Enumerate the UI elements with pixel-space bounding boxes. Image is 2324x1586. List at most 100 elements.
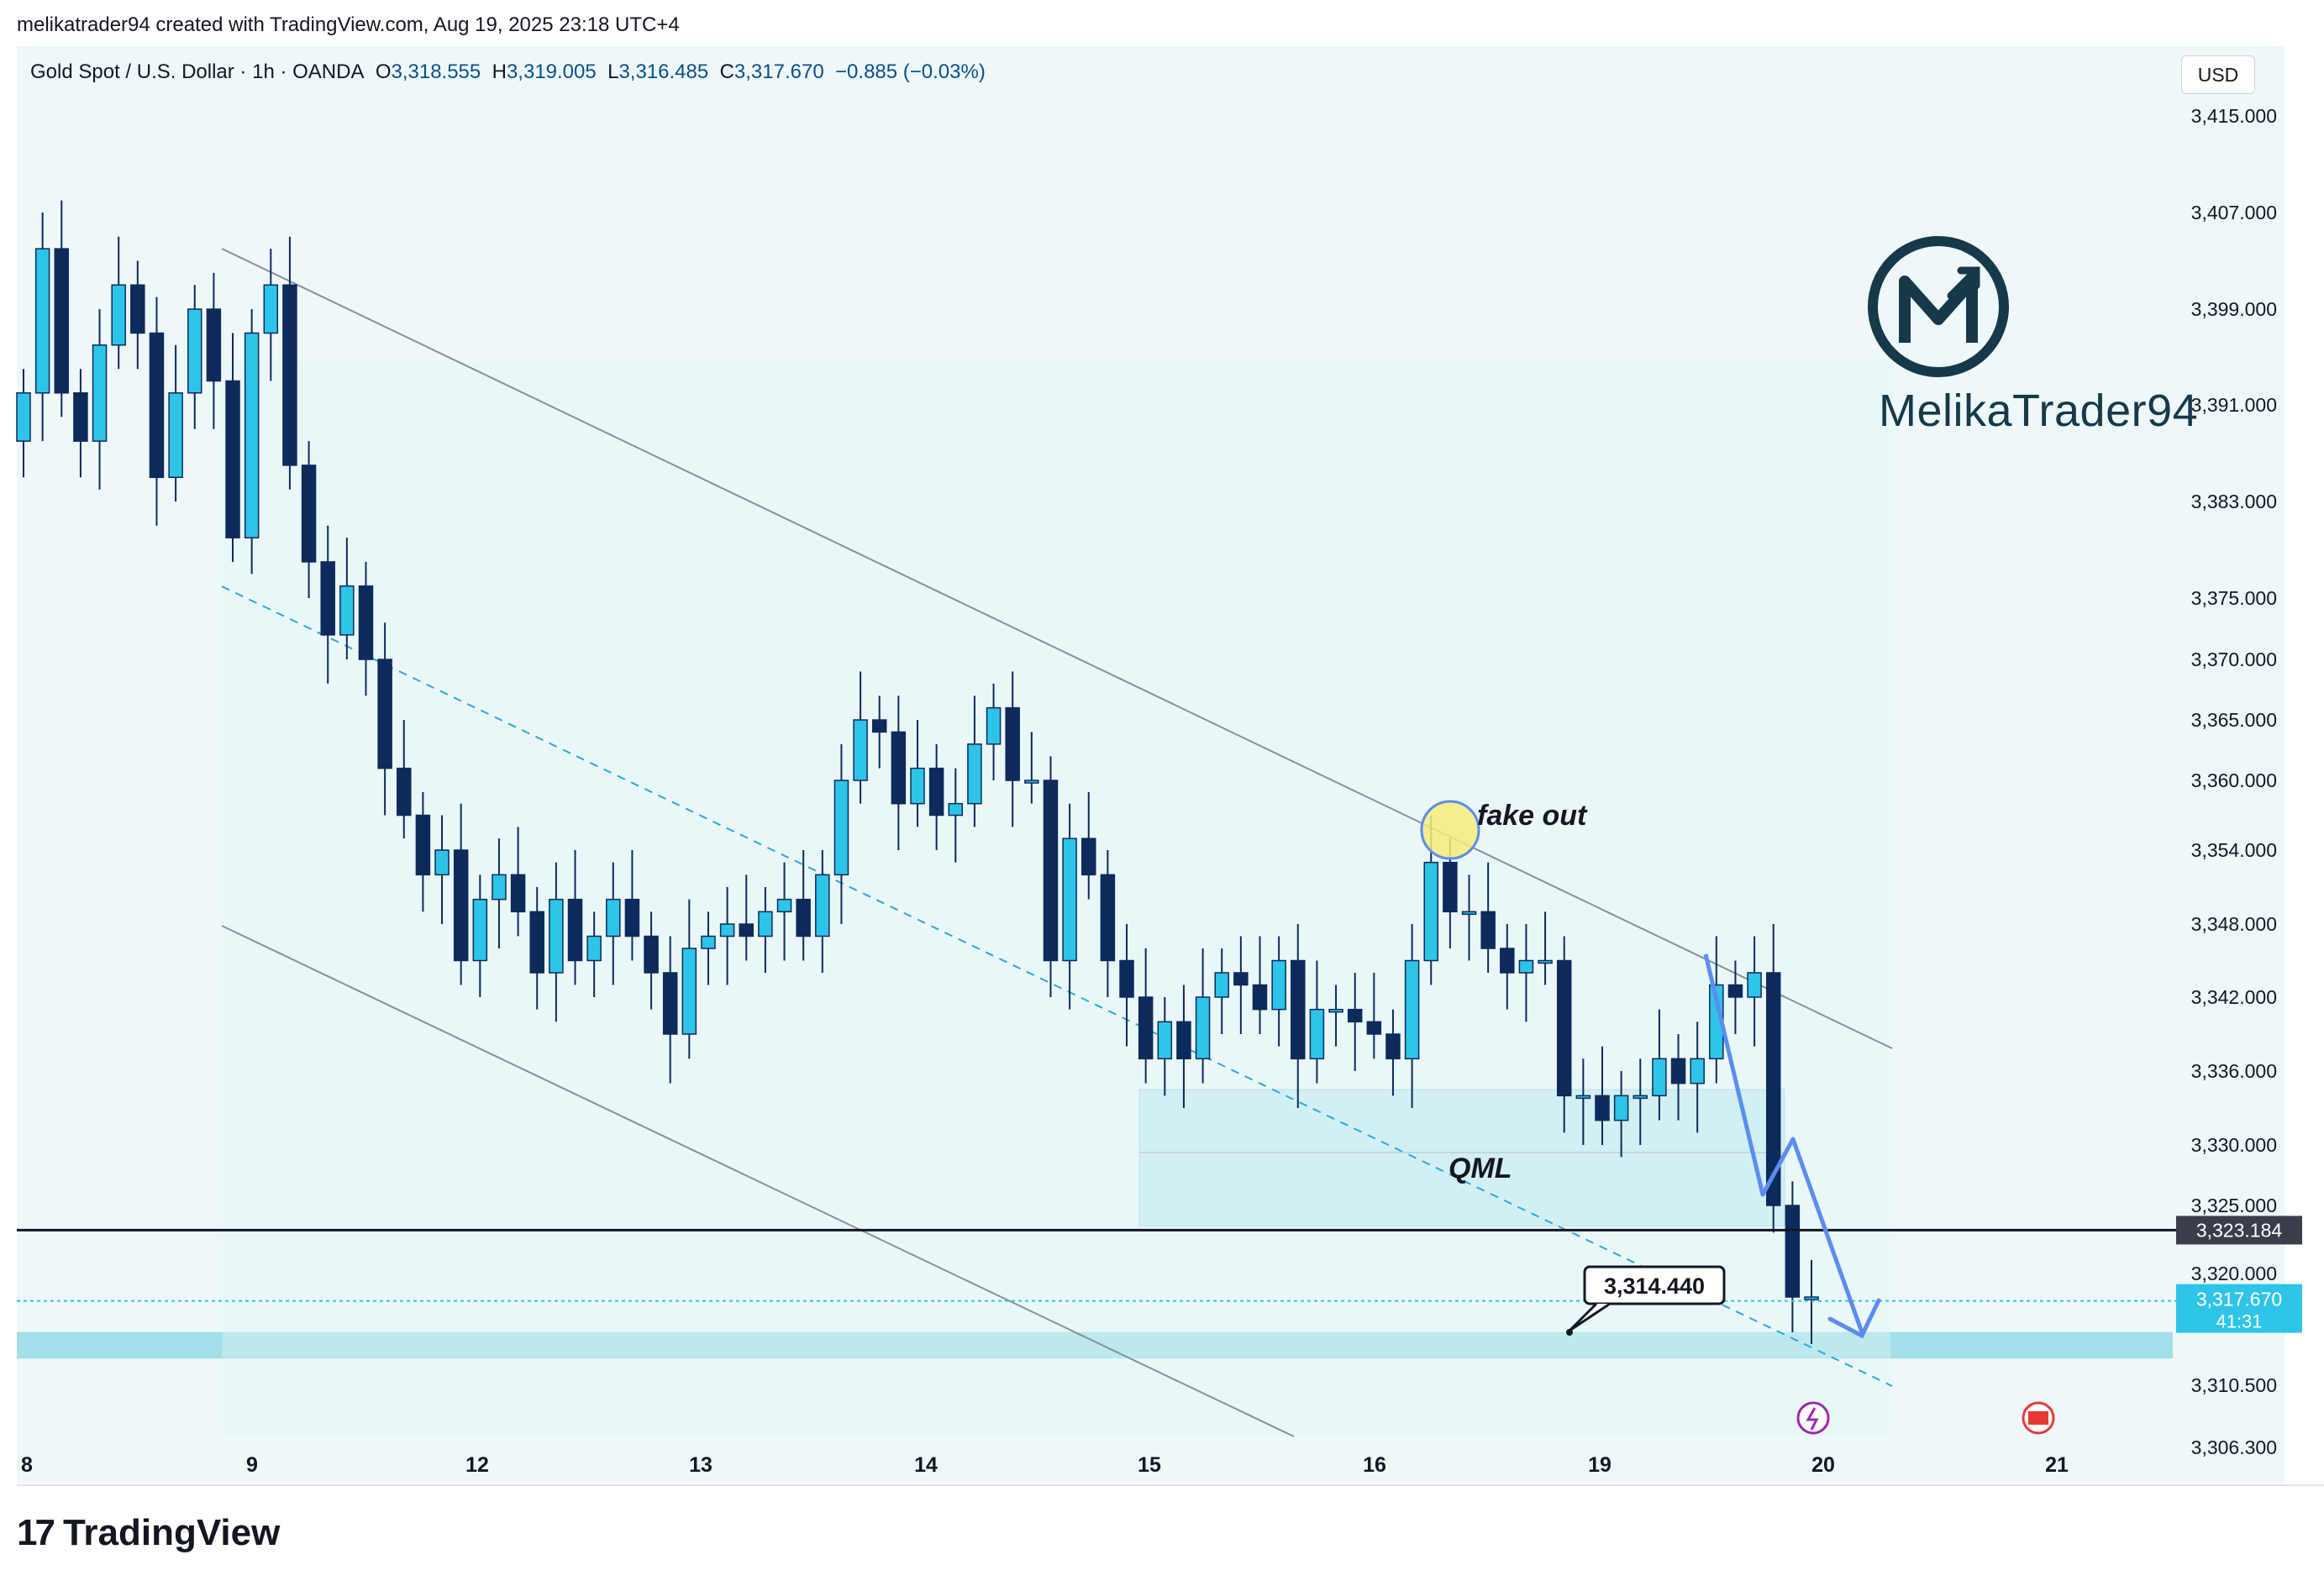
candle-body: [1652, 1058, 1667, 1097]
symbol-label[interactable]: Gold Spot / U.S. Dollar · 1h · OANDA: [30, 60, 365, 83]
time-axis-label: 13: [689, 1453, 712, 1477]
candle-body: [1252, 984, 1268, 1011]
change-value: −0.885 (−0.03%): [835, 60, 986, 83]
candle-body: [1747, 972, 1762, 998]
candle-body: [739, 923, 755, 937]
candle-body: [1727, 984, 1743, 998]
candle-body: [871, 719, 887, 733]
candle-body: [1291, 959, 1306, 1060]
candle-body: [492, 874, 507, 901]
high-value: 3,319.005: [506, 60, 597, 83]
candle-body: [1785, 1205, 1801, 1298]
candle-body: [719, 923, 735, 937]
candle-body: [16, 392, 31, 442]
target-callout-box: [1583, 1265, 1726, 1305]
tradingview-logo[interactable]: 17 TradingView: [17, 1512, 280, 1554]
bar-countdown-label: 41:31: [2216, 1311, 2262, 1332]
candle-body: [1385, 1033, 1401, 1060]
ohlc-legend: Gold Spot / U.S. Dollar · 1h · OANDA O3,…: [30, 60, 986, 84]
open-value: 3,318.555: [391, 60, 481, 83]
price-axis-label: 3,342.000: [2191, 986, 2277, 1008]
candle-body: [1613, 1095, 1629, 1121]
candle-body: [624, 898, 640, 937]
price-axis-label: 3,375.000: [2191, 587, 2277, 609]
candle-body: [263, 284, 279, 334]
candle-body: [606, 898, 621, 937]
price-axis-label: 3,407.000: [2191, 202, 2277, 223]
fakeout-marker: [1420, 800, 1480, 860]
candle-body: [206, 308, 222, 382]
candle-body: [681, 948, 697, 1035]
candle-body: [986, 706, 1002, 745]
price-axis-label: 3,336.000: [2191, 1060, 2277, 1082]
candle-body: [282, 284, 297, 466]
candle-body: [833, 780, 849, 876]
candle-body: [320, 561, 335, 636]
lightning-glyph-icon: [1806, 1407, 1819, 1431]
price-axis-label: 3,320.000: [2191, 1263, 2277, 1284]
projection-arrowhead-icon: [1827, 1298, 1881, 1339]
candle-body: [928, 767, 944, 817]
candle-body: [244, 332, 260, 538]
candle-body: [1024, 780, 1039, 784]
candle-body: [1214, 972, 1229, 998]
lightning-event-icon: [1796, 1401, 1830, 1435]
candle-body: [1309, 1008, 1325, 1060]
currency-button[interactable]: USD: [2181, 55, 2255, 94]
time-axis-label: 16: [1363, 1453, 1386, 1477]
candle-body: [1081, 838, 1096, 876]
candle-body: [92, 344, 108, 442]
candle-body: [1423, 861, 1438, 962]
tradingview-mark-icon: 17: [17, 1512, 55, 1553]
candle-body: [1347, 1008, 1363, 1023]
candle-body: [358, 585, 374, 660]
close-value: 3,317.670: [733, 60, 824, 83]
price-axis-label: 3,330.000: [2191, 1134, 2277, 1156]
low-value: 3,316.485: [618, 60, 709, 83]
projection-arrow: [1703, 953, 1864, 1333]
candle-body: [1328, 1008, 1343, 1013]
key-level-tag: [2176, 1216, 2302, 1245]
candle-body: [111, 284, 126, 346]
candle-body: [510, 874, 526, 913]
candle-body: [644, 935, 659, 974]
candle-body: [1575, 1095, 1591, 1100]
high-label: H: [492, 60, 507, 83]
price-axis-label: 3,415.000: [2191, 105, 2277, 127]
candle-body: [796, 898, 811, 937]
candle-body: [1157, 1021, 1173, 1060]
candle-body: [1556, 959, 1572, 1097]
candle-body: [1518, 959, 1534, 974]
candle-body: [434, 849, 450, 876]
candle-body: [1595, 1095, 1610, 1121]
candle-body: [1633, 1095, 1648, 1100]
candle-body: [1233, 972, 1249, 986]
price-axis-label: 3,370.000: [2191, 649, 2277, 670]
candle-body: [1271, 959, 1286, 1011]
qml-label: QML: [1449, 1153, 1512, 1184]
time-axis-label: 15: [1138, 1453, 1161, 1477]
time-axis-label: 14: [914, 1453, 938, 1477]
candle-body: [149, 332, 165, 478]
candle-body: [1138, 996, 1154, 1060]
candle-body: [1538, 959, 1553, 964]
price-axis-label: 3,310.500: [2191, 1374, 2277, 1396]
candle-body: [397, 767, 412, 817]
candle-body: [1119, 959, 1134, 998]
time-axis-label: 20: [1811, 1453, 1835, 1477]
candle-body: [34, 248, 50, 394]
candle-body: [54, 248, 70, 394]
candle-body: [967, 743, 982, 805]
chart-credit: melikatrader94 created with TradingView.…: [17, 13, 680, 36]
candle-body: [853, 719, 868, 781]
support-zone: [17, 1331, 2173, 1359]
candle-body: [187, 308, 202, 394]
time-axis-label: 21: [2045, 1453, 2069, 1477]
candle-body: [529, 911, 544, 974]
candle-body: [339, 585, 355, 636]
candle-body: [1443, 861, 1458, 913]
fakeout-label: fake out: [1477, 800, 1588, 832]
candle-body: [1195, 996, 1211, 1060]
time-axis-label: 12: [465, 1453, 489, 1477]
